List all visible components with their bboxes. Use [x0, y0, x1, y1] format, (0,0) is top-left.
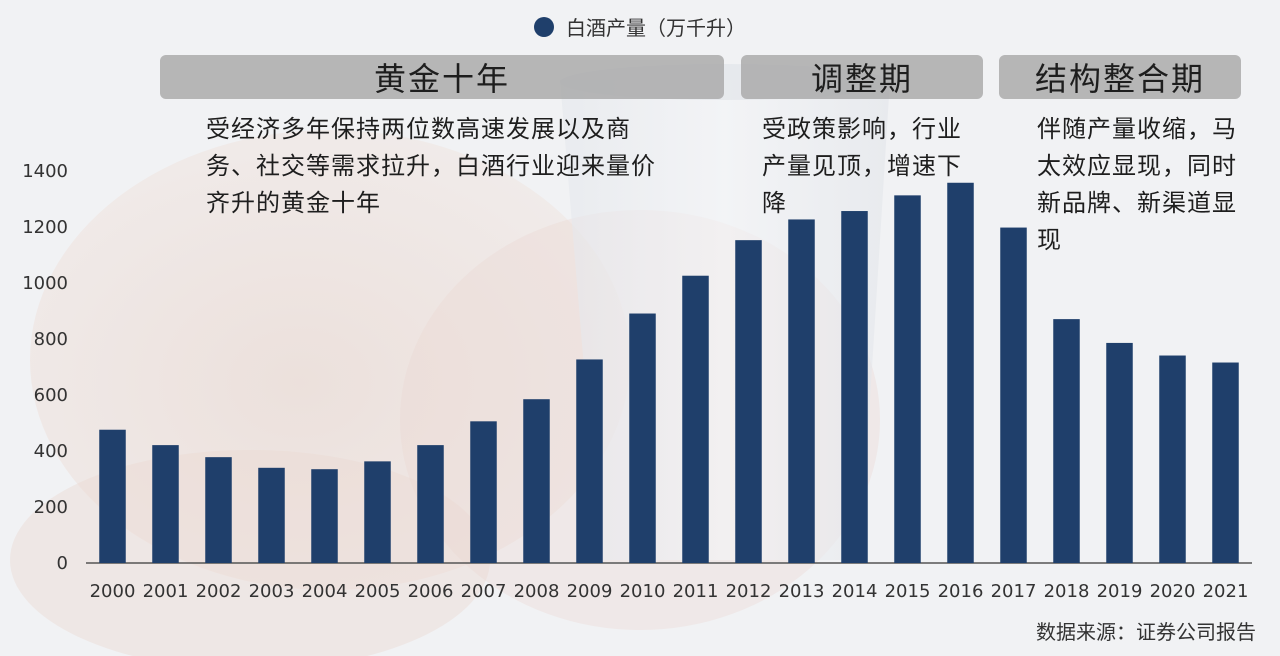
bar-2016: [947, 182, 974, 563]
phase-title: 结构整合期: [1034, 60, 1205, 98]
x-tick-label: 2010: [620, 581, 666, 602]
bar-2019: [1106, 342, 1133, 563]
legend: 白酒产量（万千升）: [0, 12, 1280, 41]
x-tick-label: 2008: [514, 581, 560, 602]
data-source-note: 数据来源：证券公司报告: [1036, 620, 1256, 644]
bar-2013: [788, 219, 815, 563]
x-tick-label: 2007: [461, 581, 507, 602]
bar-2007: [470, 421, 497, 563]
bar-2017: [1000, 227, 1027, 563]
bar-2011: [682, 275, 709, 563]
x-tick-label: 2006: [408, 581, 454, 602]
y-tick-label: 200: [34, 497, 68, 518]
x-tick-label: 2003: [249, 581, 295, 602]
y-axis: 0 200 400 600 800 1000 1200 1400: [22, 161, 68, 574]
bar-2005: [364, 461, 391, 563]
legend-swatch: [534, 16, 554, 37]
x-tick-label: 2015: [885, 581, 931, 602]
x-tick-label: 2021: [1203, 581, 1249, 602]
x-tick-label: 2014: [832, 581, 878, 602]
x-axis: 2000 2001 2002 2003 2004 2005 2006 2007 2008 2009…: [86, 562, 1252, 602]
x-tick-label: 2016: [938, 581, 984, 602]
bar-2009: [576, 359, 603, 563]
y-tick-label: 0: [57, 553, 68, 574]
y-tick-label: 1200: [22, 217, 68, 238]
bar-2021: [1212, 362, 1239, 563]
bar-2004: [311, 469, 338, 563]
y-tick-label: 400: [34, 441, 68, 462]
x-tick-label: 2002: [196, 581, 242, 602]
x-tick-label: 2013: [779, 581, 825, 602]
bar-2014: [841, 211, 868, 564]
bar-2002: [205, 457, 232, 563]
x-tick-label: 2018: [1044, 581, 1090, 602]
y-tick-label: 1400: [22, 161, 68, 182]
bar-2012: [735, 240, 762, 563]
bar-series: [99, 182, 1239, 564]
bar-2000: [99, 429, 126, 563]
phase-description-consolidation: 伴随产量收缩，马太效应显现，同时新品牌、新渠道显现: [1037, 115, 1237, 254]
x-tick-label: 2001: [143, 581, 189, 602]
phase-banner-adjustment: 调整期: [741, 55, 983, 99]
x-tick-label: 2004: [302, 581, 348, 602]
y-tick-label: 800: [34, 329, 68, 350]
y-tick-label: 1000: [22, 273, 68, 294]
bar-2006: [417, 445, 444, 563]
phase-title: 调整期: [810, 60, 913, 98]
bar-2020: [1159, 355, 1186, 563]
x-tick-label: 2011: [673, 581, 719, 602]
x-tick-label: 2005: [355, 581, 401, 602]
phase-description-golden-decade: 受经济多年保持两位数高速发展以及商务、社交等需求拉升，白酒行业迎来量价齐升的黄金…: [206, 115, 656, 217]
x-tick-label: 2009: [567, 581, 613, 602]
bar-2001: [152, 445, 179, 563]
phase-banner-consolidation: 结构整合期: [999, 55, 1241, 99]
bar-2003: [258, 467, 285, 563]
bar-2008: [523, 399, 550, 563]
x-tick-label: 2000: [90, 581, 136, 602]
x-tick-label: 2017: [991, 581, 1037, 602]
x-tick-label: 2020: [1150, 581, 1196, 602]
bar-2010: [629, 313, 656, 563]
x-tick-label: 2019: [1097, 581, 1143, 602]
y-tick-label: 600: [34, 385, 68, 406]
phase-title: 黄金十年: [373, 60, 510, 98]
bar-2015: [894, 195, 921, 564]
legend-label: 白酒产量（万千升）: [566, 16, 746, 40]
x-tick-label: 2012: [726, 581, 772, 602]
bar-2018: [1053, 319, 1080, 563]
phase-description-adjustment: 受政策影响，行业产量见顶，增速下降: [762, 115, 962, 217]
phase-banner-golden-decade: 黄金十年: [160, 55, 724, 99]
